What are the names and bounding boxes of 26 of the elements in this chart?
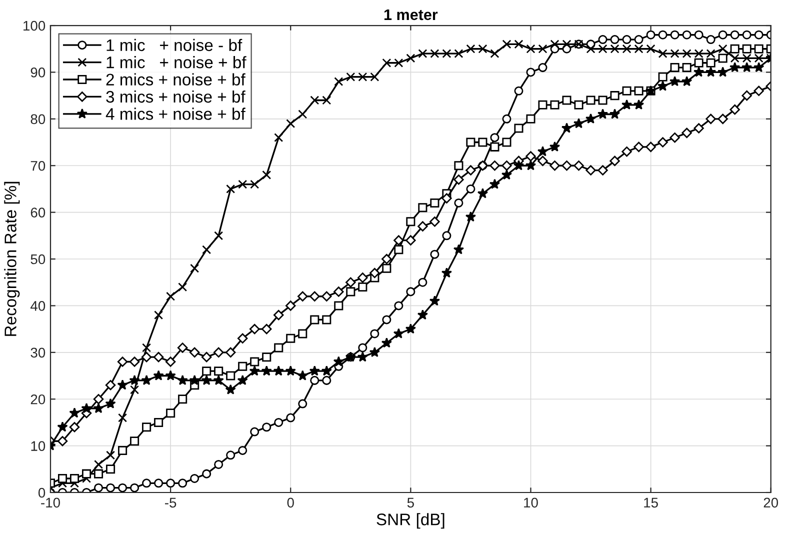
y-tick-label: 80 <box>30 114 46 124</box>
y-tick-label: 40 <box>30 301 46 311</box>
x-tick-label: 0 <box>287 498 294 508</box>
legend-label: 1 mic + noise - bf <box>106 38 242 52</box>
y-tick-label: 50 <box>30 254 46 264</box>
y-tick-label: 100 <box>24 20 46 31</box>
x-tick-label: 5 <box>407 498 414 508</box>
legend-label: 1 mic + noise + bf <box>106 56 246 68</box>
x-tick-label: 10 <box>524 498 538 508</box>
y-tick-label: 30 <box>30 348 46 358</box>
y-tick-label: 60 <box>30 208 46 218</box>
x-tick-label: -5 <box>165 498 176 508</box>
y-tick-label: 70 <box>30 160 46 171</box>
legend-label: 3 mics + noise + bf <box>106 90 246 103</box>
legend-label: 2 mics + noise + bf <box>106 73 246 86</box>
y-tick-label: 90 <box>30 68 46 78</box>
x-axis-title: SNR [dB] <box>376 513 444 529</box>
y-tick-label: 20 <box>30 394 46 404</box>
x-tick-label: 15 <box>644 498 658 508</box>
y-tick-label: 0 <box>38 488 46 498</box>
y-tick-label: 10 <box>31 441 46 451</box>
chart-title: 1 meter <box>384 9 438 20</box>
legend-label: 4 mics + noise + bf <box>106 108 246 120</box>
x-tick-label: 20 <box>764 498 778 508</box>
y-axis-title: Recognition Rate [%] <box>4 182 20 336</box>
x-tick-label: -10 <box>41 498 60 508</box>
